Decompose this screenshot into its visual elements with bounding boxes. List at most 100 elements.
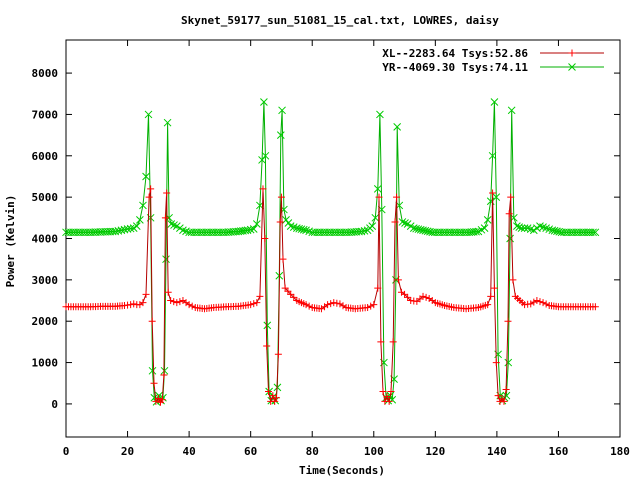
data-point	[282, 216, 290, 224]
data-point	[586, 228, 595, 237]
data-point	[506, 234, 514, 243]
y-tick-label: 6000	[32, 150, 59, 163]
data-point	[340, 228, 349, 237]
data-point	[412, 224, 420, 233]
data-point	[577, 228, 586, 237]
x-tick-label: 100	[364, 445, 384, 458]
data-point	[361, 304, 369, 312]
data-point	[229, 227, 238, 236]
data-point	[278, 106, 286, 115]
data-point	[142, 172, 150, 181]
data-point	[276, 218, 284, 226]
data-point	[148, 366, 157, 375]
data-point	[162, 255, 170, 264]
data-point	[158, 396, 166, 404]
x-tick-label: 180	[610, 445, 630, 458]
data-point	[374, 284, 382, 292]
data-point	[490, 284, 498, 292]
series-yr	[62, 98, 600, 406]
data-point	[327, 300, 335, 308]
data-point	[253, 299, 261, 307]
data-point	[404, 293, 412, 301]
data-point	[536, 298, 544, 306]
plot-frame	[65, 39, 621, 438]
data-point	[373, 185, 382, 193]
data-point	[517, 224, 526, 233]
data-point	[472, 304, 480, 312]
x-tick-label: 60	[244, 445, 257, 458]
data-point	[352, 227, 361, 236]
data-point	[492, 193, 501, 201]
data-point	[481, 301, 489, 309]
data-point	[483, 216, 492, 224]
chart-title: Skynet_59177_sun_51081_15_cal.txt, LOWRE…	[181, 14, 499, 27]
y-tick-label: 2000	[32, 315, 59, 328]
data-point	[148, 317, 156, 325]
data-point	[315, 304, 323, 312]
data-point	[284, 219, 293, 227]
data-point	[526, 225, 535, 234]
x-tick-label: 120	[425, 445, 445, 458]
data-point	[410, 297, 418, 305]
data-point	[513, 222, 521, 230]
data-point	[488, 151, 497, 160]
data-point	[117, 226, 126, 235]
data-point	[550, 226, 559, 235]
data-point	[387, 388, 395, 396]
y-tick-label: 4000	[32, 233, 59, 246]
data-point	[279, 255, 287, 263]
data-point	[502, 385, 510, 393]
data-point	[299, 225, 308, 234]
data-point	[167, 297, 175, 305]
data-point	[553, 227, 561, 236]
y-tick-label: 7000	[32, 108, 59, 121]
data-point	[284, 287, 292, 295]
x-tick-label: 80	[306, 445, 319, 458]
data-point	[422, 293, 430, 301]
legend-label: YR--4069.30 Tsys:74.11	[382, 61, 528, 74]
data-point	[118, 302, 126, 310]
data-point	[539, 299, 547, 307]
data-point	[126, 224, 135, 233]
data-point	[416, 295, 424, 303]
data-point	[136, 216, 144, 224]
data-point	[438, 301, 446, 309]
data-point	[393, 193, 401, 201]
data-point	[542, 300, 550, 308]
data-point	[487, 292, 495, 300]
data-point	[274, 350, 282, 358]
data-point	[160, 366, 169, 375]
data-point	[81, 228, 90, 237]
data-point	[252, 220, 261, 228]
data-point	[163, 189, 171, 197]
x-tick-label: 20	[121, 445, 134, 458]
data-point	[477, 225, 486, 234]
data-point	[139, 299, 147, 307]
data-point	[277, 193, 285, 201]
series-line	[66, 101, 596, 403]
data-point	[507, 106, 516, 115]
data-point	[524, 300, 532, 308]
data-point	[394, 276, 402, 284]
data-point	[391, 218, 399, 226]
data-point	[321, 303, 329, 311]
y-tick-label: 8000	[32, 67, 59, 80]
data-point	[328, 228, 336, 237]
data-point	[533, 297, 541, 305]
data-point	[398, 218, 407, 226]
data-point	[176, 298, 184, 306]
data-point	[507, 193, 515, 201]
data-point	[520, 224, 529, 233]
data-point	[249, 225, 258, 233]
data-point	[182, 299, 190, 307]
y-tick-label: 3000	[32, 274, 59, 287]
data-point	[370, 301, 378, 309]
data-point	[188, 302, 196, 310]
data-point	[514, 294, 522, 302]
data-point	[447, 303, 455, 311]
data-point	[161, 214, 169, 222]
data-point	[371, 213, 380, 222]
data-point	[421, 226, 430, 235]
data-point	[132, 222, 141, 230]
